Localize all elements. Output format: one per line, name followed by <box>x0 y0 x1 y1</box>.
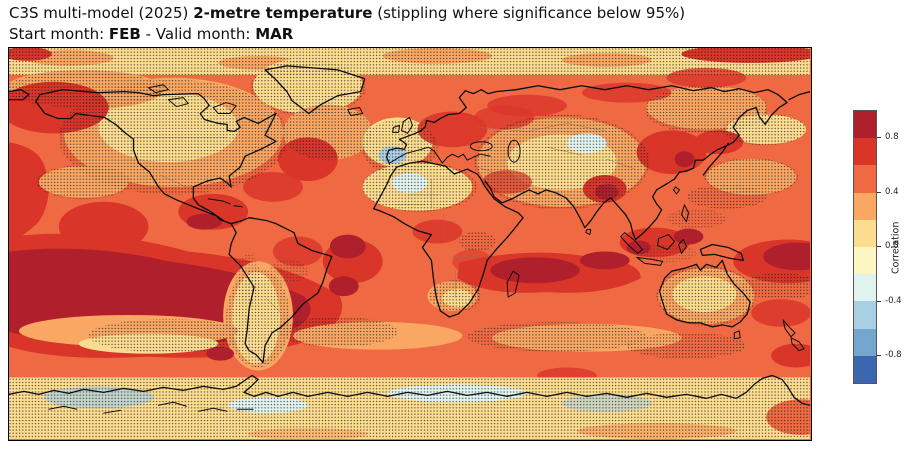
colorbar-label: Correlation <box>890 221 902 275</box>
valid-month-label: - Valid month: <box>140 25 256 43</box>
valid-month-value: MAR <box>255 25 294 43</box>
colorbar-tickmark <box>877 192 881 193</box>
colorbar-gradient <box>853 110 877 384</box>
start-month-label: Start month: <box>9 25 109 43</box>
world-correlation-map <box>8 47 812 441</box>
colorbar-tick-label: -0.8 <box>885 349 902 360</box>
title-variable: 2-metre temperature <box>193 4 373 22</box>
figure-title: C3S multi-model (2025) 2-metre temperatu… <box>9 3 685 24</box>
colorbar-tick-label: 0.4 <box>885 186 899 197</box>
figure-header: C3S multi-model (2025) 2-metre temperatu… <box>9 3 685 45</box>
colorbar-tick-label: 0.0 <box>885 240 899 251</box>
stipple-layer <box>9 48 810 439</box>
figure-subtitle: Start month: FEB - Valid month: MAR <box>9 24 685 45</box>
colorbar-tickmark <box>877 246 881 247</box>
colorbar-tickmark <box>877 301 881 302</box>
colorbar-tick-label: 0.8 <box>885 131 899 142</box>
colorbar: 0.8 0.4 0.0 -0.4 -0.8 <box>853 110 902 384</box>
colorbar-tick-label: -0.4 <box>885 295 902 306</box>
title-suffix: (stippling where significance below 95%) <box>372 4 686 22</box>
start-month-value: FEB <box>108 25 141 43</box>
coastline-layer <box>9 65 810 414</box>
map-svg <box>9 48 810 439</box>
colorbar-tickmark <box>877 137 881 138</box>
colorbar-tickmark <box>877 355 881 356</box>
title-prefix: C3S multi-model (2025) <box>9 4 194 22</box>
